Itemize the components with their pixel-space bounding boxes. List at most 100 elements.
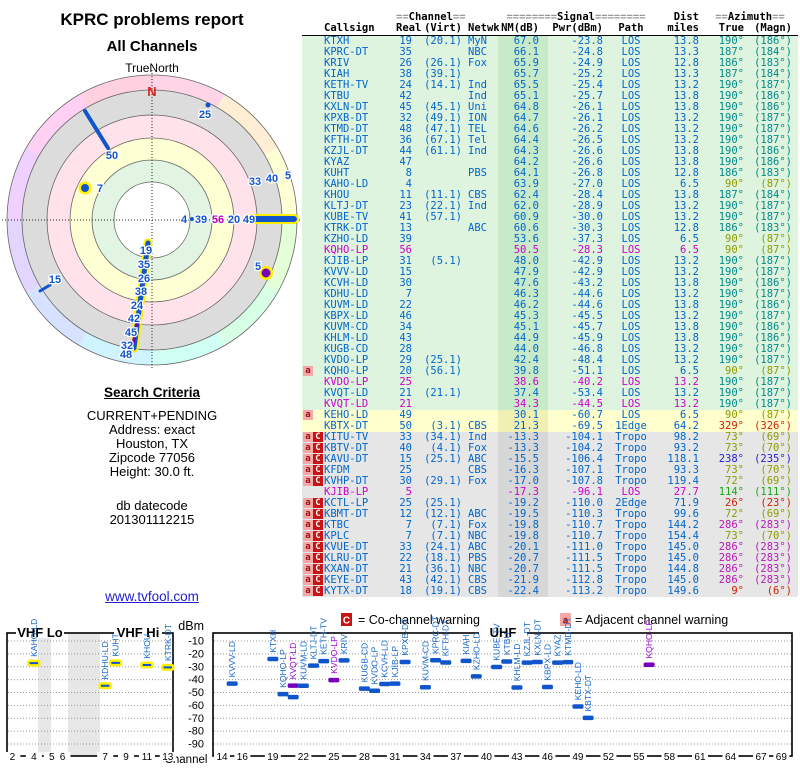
true-azimuth-cell: 190° <box>718 101 744 113</box>
magnetic-azimuth-cell: (6°) <box>766 585 792 597</box>
magnetic-azimuth-cell: (87°) <box>760 244 792 256</box>
path-cell: Tropo <box>615 508 647 520</box>
noise-margin-cell: 65.9 <box>498 58 548 69</box>
station-label: KRIV <box>339 634 349 654</box>
power-cell: -43.2 <box>571 277 603 289</box>
true-azimuth-cell: 73° <box>725 464 744 476</box>
true-azimuth-cell: 186° <box>718 167 744 179</box>
station-label: KJIB-LP <box>390 646 400 678</box>
tick-label-bg <box>661 752 678 761</box>
path-cell: Tropo <box>615 431 647 443</box>
real-channel-cell: 38 <box>399 68 412 80</box>
power-cell: -26.5 <box>571 134 603 146</box>
callsign-cell: KUHT <box>324 167 350 179</box>
power-cell: -96.1 <box>571 486 603 498</box>
noise-margin-cell: -19.8 <box>498 531 548 542</box>
signal-line <box>38 283 52 293</box>
real-channel-cell: 13 <box>399 222 412 234</box>
callsign-cell: KYAZ <box>324 156 350 168</box>
col-virt: (Virt) <box>424 22 462 34</box>
tick-label-bg <box>264 752 281 761</box>
path-cell: LOS <box>621 299 641 311</box>
network-cell <box>462 399 498 410</box>
true-azimuth-cell: 190° <box>718 156 744 168</box>
distance-cell: 6.5 <box>680 409 699 421</box>
true-azimuth-cell: 329° <box>718 420 744 432</box>
distance-cell: 12.8 <box>673 167 699 179</box>
dbm-tick-label: -70 <box>188 713 204 725</box>
adjacent-warning-badge: a <box>303 410 313 420</box>
network-cell <box>462 278 498 289</box>
network-cell: Tel <box>468 134 487 146</box>
real-channel-cell: 39 <box>399 233 412 245</box>
station-signal-bar <box>440 660 452 665</box>
warning-flags <box>302 300 324 311</box>
noise-margin-cell: 42.4 <box>498 355 548 366</box>
adjacent-warning-badge: a <box>303 465 313 475</box>
station-label: KEHO-LD <box>573 662 583 700</box>
real-channel-cell: 49 <box>399 409 412 421</box>
station-label: KTRK-DT <box>163 623 173 661</box>
station-signal-bar <box>541 684 553 690</box>
adjacent-warning-badge: a <box>303 564 313 574</box>
signal-dot <box>190 217 194 221</box>
table-row: KETH-TV 24 (14.1) Ind 65.5 -25.4 LOS 13.2 190° (1… <box>302 80 798 91</box>
power-cell: -45.5 <box>571 310 603 322</box>
distance-cell: 93.3 <box>673 464 699 476</box>
distance-cell: 145.0 <box>667 574 699 586</box>
db-datecode-line: 201301112215 <box>109 512 195 527</box>
table-row: KVDO-LP 25 38.6 -40.2 LOS 13.2 190° (187°) <box>302 377 798 388</box>
distance-cell: 149.6 <box>667 585 699 597</box>
callsign-cell: KDHU-LD <box>324 288 369 300</box>
power-cell: -26.6 <box>571 156 603 168</box>
path-cell: Tropo <box>615 541 647 553</box>
noise-margin-cell: 38.6 <box>498 377 548 388</box>
tvfool-link[interactable]: www.tvfool.com <box>105 589 199 604</box>
col-callsign: Callsign <box>324 22 375 34</box>
path-cell: LOS <box>621 145 641 157</box>
magnetic-azimuth-cell: (186°) <box>754 145 792 157</box>
compass-sector <box>26 285 88 346</box>
distance-cell: 13.3 <box>673 46 699 58</box>
real-channel-cell: 25 <box>399 464 412 476</box>
channel-tick-label: 55 <box>633 752 645 763</box>
noise-margin-cell: 47.6 <box>498 278 548 289</box>
callsign-cell: KJIB-LP <box>324 486 369 498</box>
path-cell: LOS <box>621 398 641 410</box>
virtual-channel-cell: (24.1) <box>424 541 462 553</box>
virtual-channel-cell <box>412 234 462 245</box>
noise-margin-cell: 65.7 <box>498 69 548 80</box>
real-channel-cell: 24 <box>399 79 412 91</box>
table-row: KTXH 19 (20.1) MyN 67.0 -23.8 LOS 13.8 190° (186°… <box>302 36 798 47</box>
magnetic-azimuth-cell: (187°) <box>754 376 792 388</box>
warning-flags <box>302 157 324 168</box>
real-channel-cell: 22 <box>399 299 412 311</box>
virtual-channel-cell: (18.1) <box>424 552 462 564</box>
compass-sector <box>79 332 152 365</box>
co-channel-warning-badge: C <box>313 498 323 508</box>
station-label: KLTJ-DT <box>309 625 319 659</box>
magnetic-azimuth-cell: (183°) <box>754 167 792 179</box>
power-cell: -45.7 <box>571 321 603 333</box>
station-label: KPRC-DT <box>431 615 441 654</box>
path-cell: LOS <box>621 57 641 69</box>
co-channel-warning-badge: C <box>313 553 323 563</box>
callsign-cell: KBMT-DT <box>324 508 369 520</box>
path-cell: LOS <box>621 365 641 377</box>
noise-margin-cell: 64.1 <box>498 168 548 179</box>
table-row: a C KBMT-DT 12 (12.1) ABC -19.5 -110.3 Tropo 99.6… <box>302 509 798 520</box>
col-miles: miles <box>667 22 699 34</box>
virtual-channel-cell: (19.1) <box>424 585 462 597</box>
real-channel-cell: 11 <box>399 189 412 201</box>
virtual-channel-cell: (12.1) <box>424 508 462 520</box>
tick-label-bg <box>159 752 176 761</box>
true-azimuth-cell: 286° <box>718 519 744 531</box>
channel-tick-label: 52 <box>603 752 615 763</box>
dbm-tick-label: -90 <box>188 739 204 751</box>
path-cell: LOS <box>621 123 641 135</box>
channel-tick-label: 31 <box>389 752 401 763</box>
col-true: True <box>718 22 744 34</box>
table-row: a KQHO-LP 20 (56.1) 39.8 -51.1 LOS 6.5 90° (87°) <box>302 366 798 377</box>
real-channel-cell: 26 <box>399 57 412 69</box>
